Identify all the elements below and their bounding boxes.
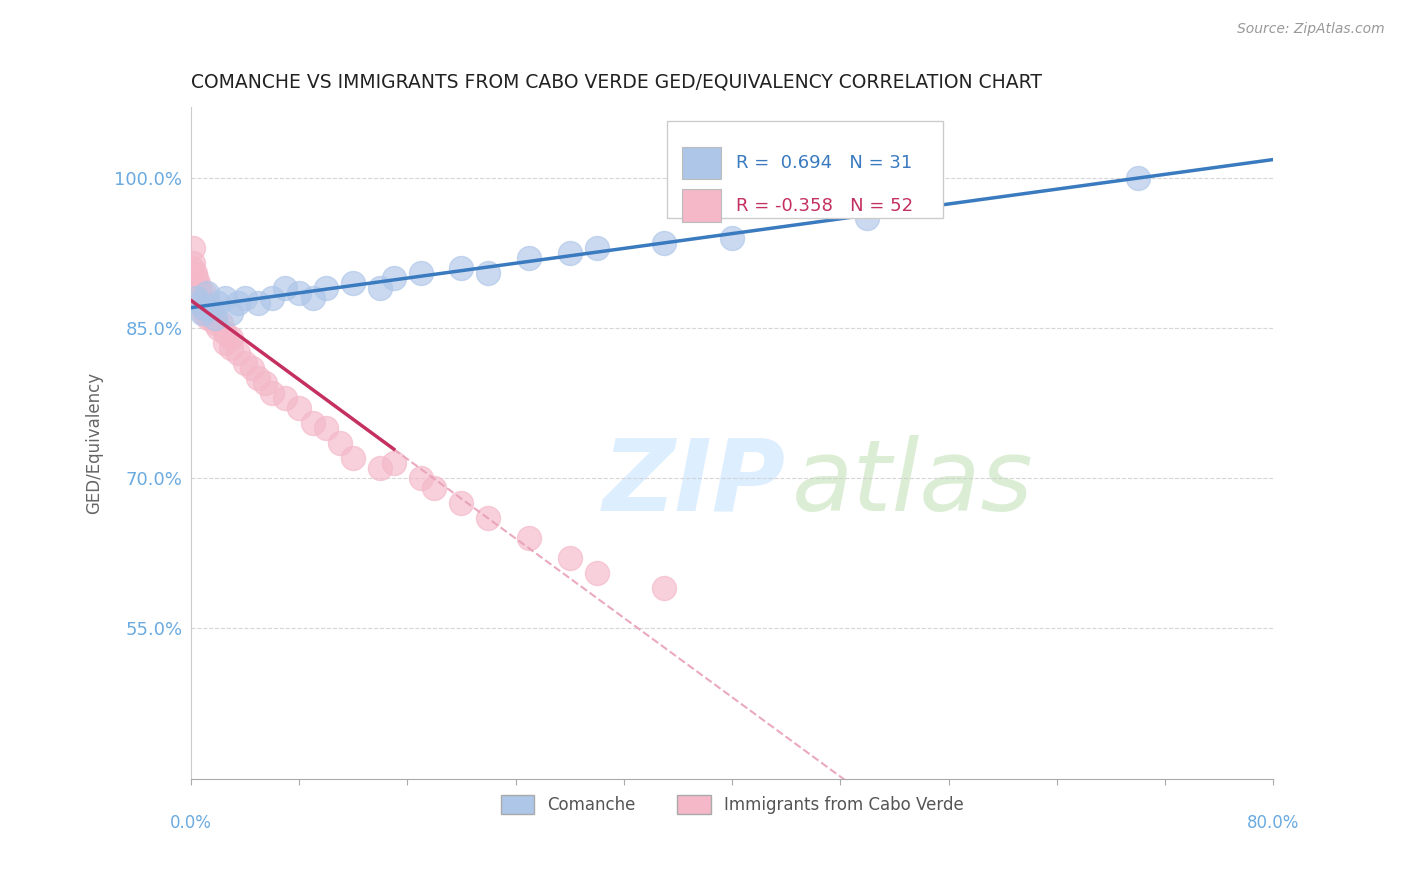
Point [368,281,391,295]
Point [342,450,364,465]
Point [558,551,581,566]
Point [301,291,323,305]
Legend: Comanche, Immigrants from Cabo Verde: Comanche, Immigrants from Cabo Verde [494,788,970,821]
Point [288,401,311,415]
Point [190,291,212,305]
Point [288,285,311,300]
Point [197,310,219,325]
Point [200,310,222,325]
FancyBboxPatch shape [682,146,721,178]
Point [184,266,207,280]
Point [226,295,249,310]
Point [186,291,208,305]
Point [181,241,204,255]
Point [260,291,283,305]
Point [187,295,209,310]
Point [221,341,243,355]
Point [186,291,208,305]
Point [193,285,215,300]
Point [315,421,337,435]
Point [200,301,222,315]
FancyBboxPatch shape [666,120,943,219]
Point [409,471,432,485]
Point [585,241,607,255]
Point [181,260,204,275]
Point [477,511,499,525]
Text: R = -0.358   N = 52: R = -0.358 N = 52 [737,196,914,214]
Point [191,301,214,315]
Point [183,270,205,285]
Point [247,295,270,310]
Point [193,301,215,315]
FancyBboxPatch shape [682,189,721,221]
Point [186,285,208,300]
Text: ZIP: ZIP [602,434,785,532]
Point [477,266,499,280]
Point [233,291,256,305]
Point [226,346,249,360]
Point [240,360,263,375]
Point [190,295,212,310]
Text: R =  0.694   N = 31: R = 0.694 N = 31 [737,153,912,171]
Point [517,531,540,545]
Point [184,281,207,295]
Point [450,260,472,275]
Point [382,456,405,470]
Point [517,251,540,265]
Text: atlas: atlas [792,434,1033,532]
Point [254,376,277,390]
Point [183,276,205,290]
Point [409,266,432,280]
Point [195,306,218,320]
Point [190,306,212,320]
Point [186,276,208,290]
Point [342,276,364,290]
Point [204,316,226,330]
Text: 0.0%: 0.0% [170,814,212,831]
Point [186,270,208,285]
Point [260,385,283,400]
Point [274,391,297,405]
Point [450,496,472,510]
Point [209,316,232,330]
Point [721,230,744,244]
Point [315,281,337,295]
Point [214,291,236,305]
Point [233,356,256,370]
Point [247,371,270,385]
Point [1126,170,1149,185]
Point [585,566,607,581]
Text: 80.0%: 80.0% [1247,814,1299,831]
Point [274,281,297,295]
Point [856,211,879,225]
Point [301,416,323,430]
Point [221,306,243,320]
Point [207,320,229,334]
Point [654,235,676,250]
Point [423,481,446,495]
Text: COMANCHE VS IMMIGRANTS FROM CABO VERDE GED/EQUIVALENCY CORRELATION CHART: COMANCHE VS IMMIGRANTS FROM CABO VERDE G… [191,73,1042,92]
Point [188,285,211,300]
Text: Source: ZipAtlas.com: Source: ZipAtlas.com [1237,22,1385,37]
Point [654,581,676,595]
Point [193,306,215,320]
Point [187,281,209,295]
Point [214,326,236,340]
Point [204,310,226,325]
Y-axis label: GED/Equivalency: GED/Equivalency [86,372,103,514]
Point [200,301,222,315]
Point [558,245,581,260]
Point [207,295,229,310]
Point [382,270,405,285]
Point [194,295,217,310]
Point [214,335,236,350]
Point [195,285,218,300]
Point [221,331,243,345]
Point [368,461,391,475]
Point [329,436,352,450]
Point [183,255,205,269]
